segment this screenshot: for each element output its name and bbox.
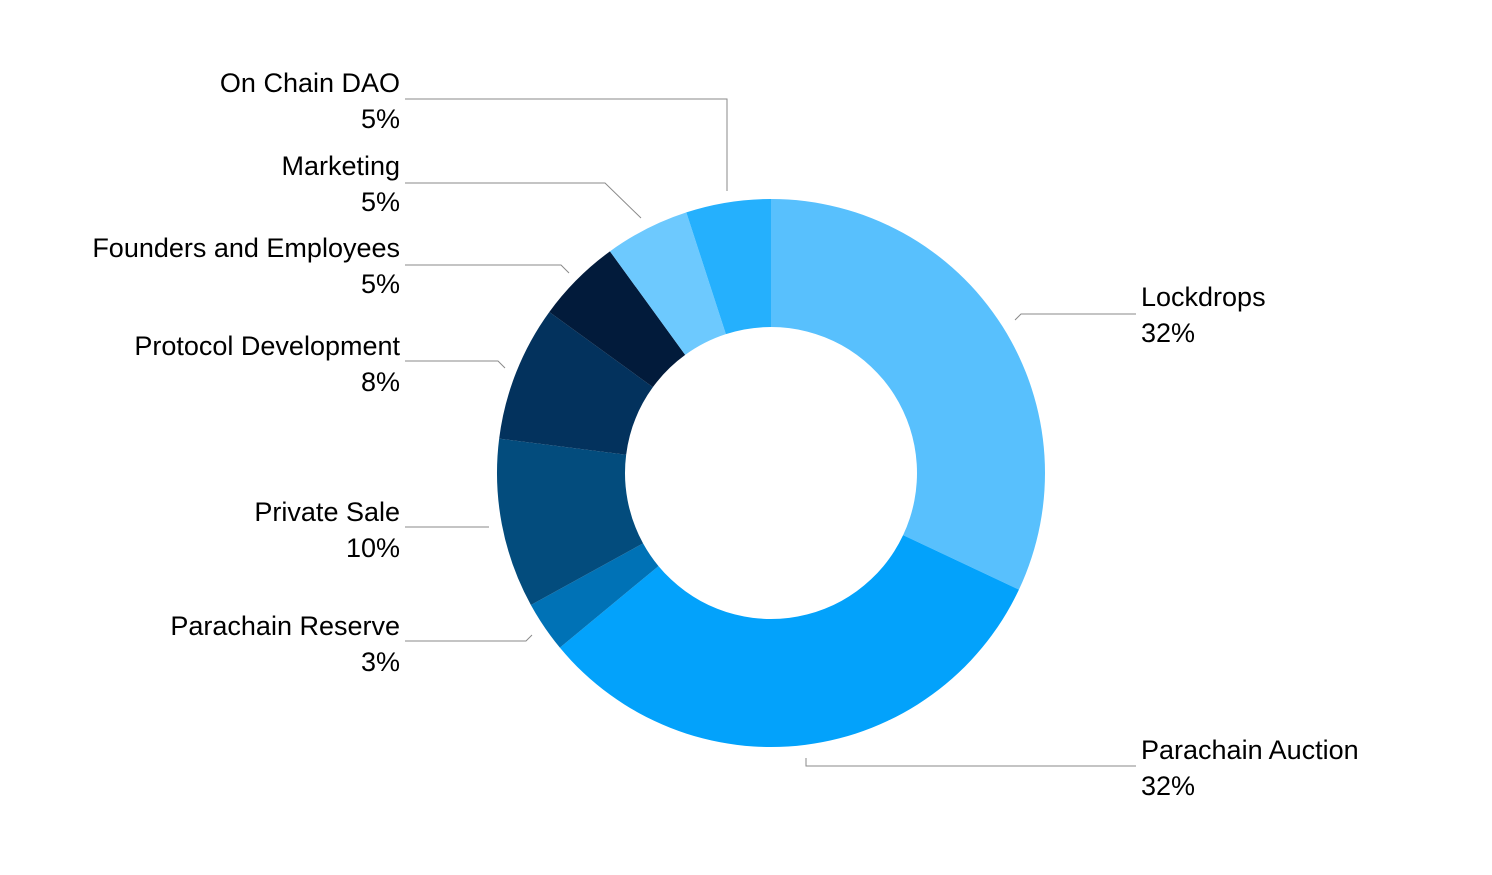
leader-lines-group (405, 98, 1136, 767)
slice-label-marketing: Marketing (281, 151, 400, 181)
slice-lockdrops (771, 199, 1045, 590)
leader-line-marketing (405, 182, 642, 219)
slice-percent-lockdrops: 32% (1141, 318, 1195, 348)
slice-label-on-chain-dao: On Chain DAO (220, 68, 400, 98)
slice-label-lockdrops: Lockdrops (1141, 282, 1266, 312)
slice-label-founders-and-employees: Founders and Employees (92, 233, 400, 263)
slice-label-parachain-auction: Parachain Auction (1141, 735, 1359, 765)
labels-group: Lockdrops 32% Parachain Auction 32% Parachai… (92, 68, 1358, 801)
slice-percent-parachain-auction: 32% (1141, 771, 1195, 801)
leader-line-on-chain-dao (405, 98, 728, 191)
slice-percent-private-sale: 10% (346, 533, 400, 563)
slice-percent-founders-and-employees: 5% (361, 269, 400, 299)
slice-label-protocol-development: Protocol Development (134, 331, 400, 361)
slice-percent-protocol-development: 8% (361, 367, 400, 397)
slice-marketing (609, 212, 726, 355)
slice-label-parachain-reserve: Parachain Reserve (170, 611, 400, 641)
leader-line-protocol-development (405, 360, 506, 369)
slice-parachain-reserve (530, 543, 659, 648)
slice-percent-on-chain-dao: 5% (361, 104, 400, 134)
slice-protocol-development (499, 311, 653, 455)
slice-on-chain-dao (686, 199, 771, 335)
slice-label-private-sale: Private Sale (254, 497, 400, 527)
leader-line-parachain-reserve (405, 634, 533, 642)
slice-percent-marketing: 5% (361, 187, 400, 217)
slice-private-sale (497, 438, 644, 606)
leader-line-lockdrops (1014, 313, 1136, 321)
slice-founders-and-employees (549, 251, 686, 388)
slice-percent-parachain-reserve: 3% (361, 647, 400, 677)
slice-parachain-auction (559, 535, 1019, 747)
leader-line-founders-and-employees (405, 264, 570, 274)
slices-group (497, 199, 1045, 747)
leader-line-parachain-auction (805, 758, 1136, 767)
